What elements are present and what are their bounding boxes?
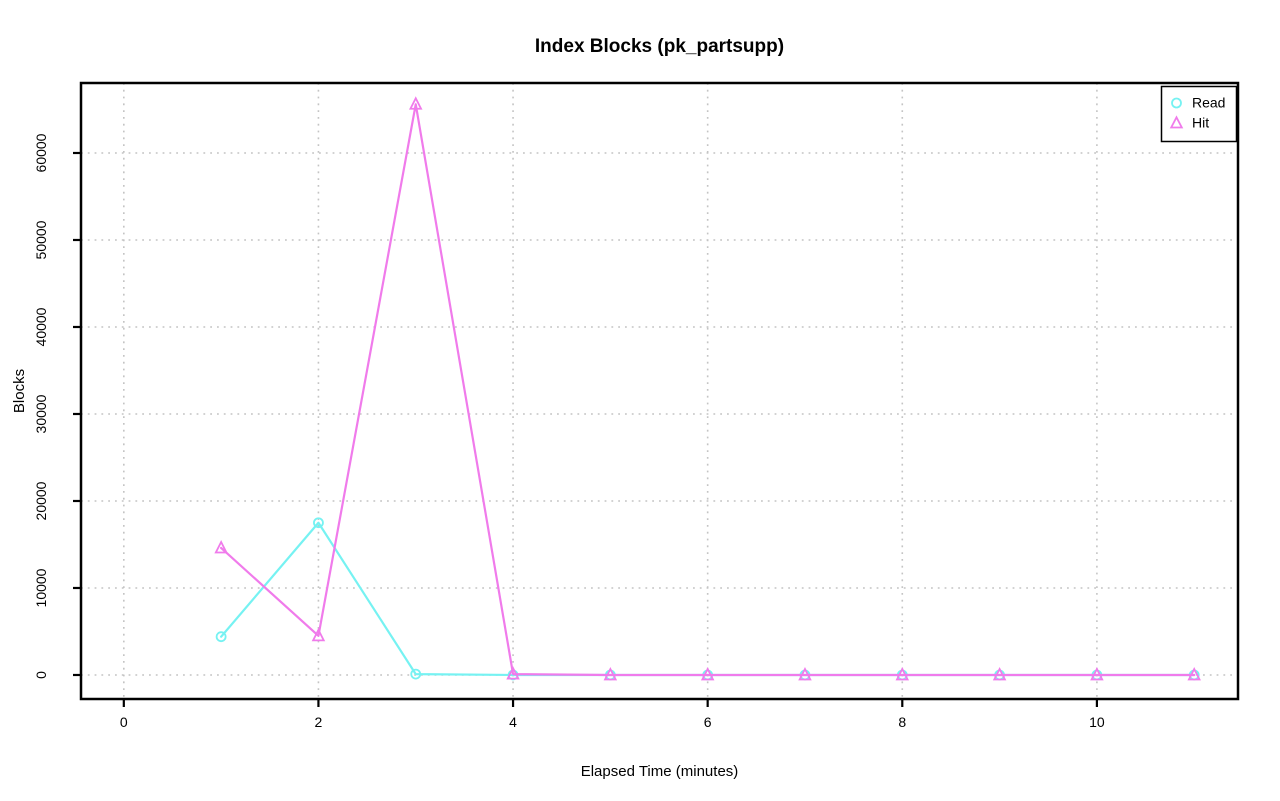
hit-point-triangle-icon xyxy=(214,539,228,554)
series-layer xyxy=(214,96,1201,681)
hit-point-triangle-icon xyxy=(506,666,520,680)
hit-point-triangle-icon xyxy=(992,666,1007,681)
x-axis: 0 2 4 6 8 10 xyxy=(120,699,1105,730)
y-tick-label: 20000 xyxy=(33,481,49,520)
y-tick-label: 50000 xyxy=(33,220,49,259)
hit-point-triangle-icon xyxy=(1090,666,1104,681)
x-tick-label: 8 xyxy=(898,714,906,730)
x-tick-label: 4 xyxy=(509,714,517,730)
plot-border xyxy=(79,81,1240,701)
read-point-circle-icon xyxy=(410,668,422,680)
hit-point-triangle-icon xyxy=(1187,666,1201,681)
legend-box xyxy=(1160,85,1238,143)
read-point-circle-icon xyxy=(215,631,227,643)
hit-point-triangle-icon xyxy=(798,666,812,681)
y-axis-label: Blocks xyxy=(11,369,28,413)
legend-read-label: Read xyxy=(1192,95,1225,111)
legend-circle-icon xyxy=(1171,97,1182,109)
legend: Read Hit xyxy=(1160,85,1238,143)
y-tick-label: 0 xyxy=(33,671,49,679)
y-tick-label: 40000 xyxy=(33,307,49,346)
x-axis-label: Elapsed Time (minutes) xyxy=(581,763,739,780)
x-tick-label: 10 xyxy=(1089,714,1105,730)
legend-triangle-icon xyxy=(1169,115,1184,129)
y-tick-label: 60000 xyxy=(33,133,49,172)
hit-point-triangle-icon xyxy=(895,666,910,681)
hit-point-triangle-icon xyxy=(311,627,326,642)
gridlines xyxy=(81,83,1238,699)
hit-point-triangle-icon xyxy=(603,666,618,681)
x-tick-label: 0 xyxy=(120,714,128,730)
x-tick-label: 2 xyxy=(315,714,323,730)
hit-point-triangle-icon xyxy=(408,96,423,110)
x-tick-label: 6 xyxy=(704,714,712,730)
legend-hit-label: Hit xyxy=(1192,115,1209,131)
read-point-circle-icon xyxy=(313,517,324,529)
hit-line xyxy=(220,103,1196,677)
hit-point-triangle-icon xyxy=(700,666,715,681)
y-tick-label: 30000 xyxy=(33,394,49,433)
y-tick-label: 10000 xyxy=(33,568,49,607)
y-axis: 0 10000 20000 30000 40000 50000 60000 xyxy=(33,133,81,679)
chart-title: Index Blocks (pk_partsupp) xyxy=(535,36,784,57)
